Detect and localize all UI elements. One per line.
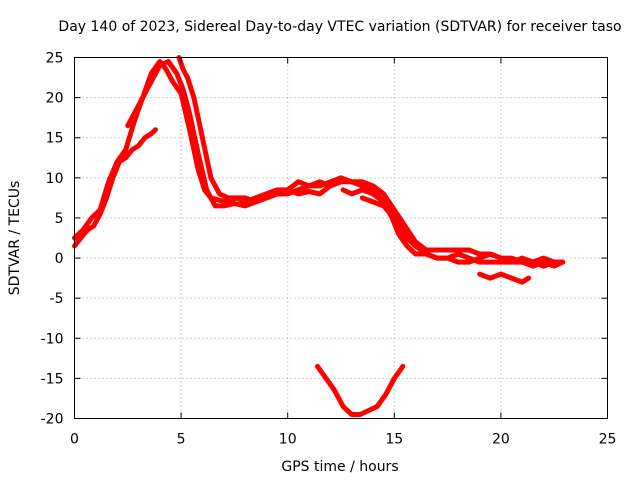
grid bbox=[74, 57, 608, 419]
x-tick-label: 25 bbox=[599, 432, 617, 448]
chart-title: Day 140 of 2023, Sidereal Day-to-day VTE… bbox=[58, 19, 621, 35]
x-tick-label: 0 bbox=[70, 432, 79, 448]
y-tick-label: -10 bbox=[41, 331, 64, 347]
x-tick-label: 20 bbox=[492, 432, 510, 448]
y-tick-label: 15 bbox=[46, 131, 64, 147]
y-tick-label: 5 bbox=[55, 211, 64, 227]
y-tick-label: -5 bbox=[50, 291, 64, 307]
series-line-arc-4 bbox=[176, 55, 566, 265]
y-tick-label: 10 bbox=[46, 171, 64, 187]
x-tick-label: 10 bbox=[279, 432, 297, 448]
axis-ticks bbox=[74, 57, 608, 419]
y-tick-label: -15 bbox=[41, 371, 64, 387]
x-tick-label: 15 bbox=[385, 432, 403, 448]
plot-frame bbox=[74, 57, 608, 419]
series-line-arc-6 bbox=[359, 195, 566, 269]
y-tick-label: 25 bbox=[46, 51, 64, 67]
series-line-arc-8 bbox=[315, 363, 406, 417]
y-tick-label: 20 bbox=[46, 91, 64, 107]
data-series bbox=[72, 55, 566, 417]
x-axis-label: GPS time / hours bbox=[281, 459, 398, 475]
y-axis-label: SDTVAR / TECUs bbox=[7, 181, 23, 296]
series-line-arc-7 bbox=[477, 271, 532, 285]
series-line-arc-3 bbox=[125, 59, 566, 269]
x-tick-label: 5 bbox=[177, 432, 186, 448]
y-tick-label: 0 bbox=[55, 251, 64, 267]
y-tick-label: -20 bbox=[41, 412, 64, 428]
tick-labels: 0 5 10 15 20 25 25 20 15 10 5 0 -5 -10 -15 -20 bbox=[41, 51, 617, 448]
